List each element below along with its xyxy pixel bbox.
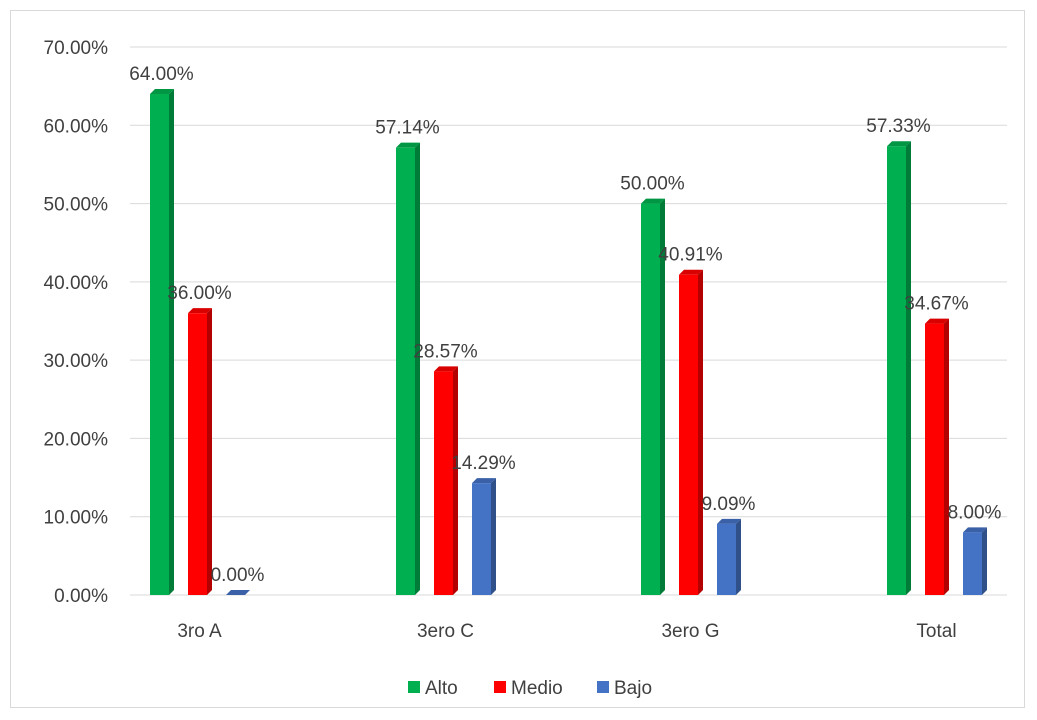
bar-top xyxy=(887,141,911,147)
x-axis-tick-labels: 3ro A 3ero C 3ero G Total xyxy=(177,621,956,642)
bar-front xyxy=(717,523,736,595)
legend-label: Medio xyxy=(511,678,563,699)
bar-front xyxy=(963,532,982,595)
data-label: 14.29% xyxy=(451,453,516,474)
bar-alto xyxy=(641,198,665,596)
x-tick-label: 3ero G xyxy=(661,621,719,642)
bar-top xyxy=(396,142,420,148)
chart-frame xyxy=(10,10,1025,708)
bar-front xyxy=(887,146,906,596)
bar-top xyxy=(472,478,496,484)
bar-side xyxy=(491,478,496,595)
bar-medio xyxy=(925,318,949,595)
bar-front xyxy=(641,203,660,596)
x-tick-label: Total xyxy=(916,621,956,642)
data-label: 28.57% xyxy=(413,341,478,362)
bar-side xyxy=(207,308,212,595)
bar-medio xyxy=(434,366,458,595)
data-label: 64.00% xyxy=(129,64,194,85)
bar-side xyxy=(698,269,703,595)
bar-side xyxy=(660,198,665,596)
y-tick-label: 40.00% xyxy=(44,273,109,294)
bar-front xyxy=(396,147,415,596)
bar-top xyxy=(434,366,458,372)
bars xyxy=(150,88,987,596)
bar-side xyxy=(169,88,174,595)
bar-front xyxy=(925,323,944,595)
bar-alto xyxy=(396,142,420,596)
gridlines xyxy=(130,46,1007,596)
bar-front xyxy=(150,93,169,595)
bar-front xyxy=(188,313,207,595)
bar-bajo xyxy=(717,518,741,595)
data-label: 8.00% xyxy=(948,502,1002,523)
bar-top xyxy=(641,198,665,204)
y-tick-label: 50.00% xyxy=(44,195,109,216)
y-axis-tick-labels: 0.00% 10.00% 20.00% 30.00% 40.00% 50.00% 60.00… xyxy=(44,38,109,607)
legend-item: Alto xyxy=(408,678,458,699)
bar-bajo xyxy=(963,527,987,595)
bar-side xyxy=(906,141,911,596)
bar-front xyxy=(679,274,698,595)
bar-side xyxy=(982,527,987,595)
data-label: 0.00% xyxy=(211,565,265,586)
bar-side xyxy=(415,142,420,596)
y-tick-label: 20.00% xyxy=(44,429,109,450)
legend-swatch xyxy=(408,681,420,693)
bar-front xyxy=(472,483,491,595)
bar-bajo xyxy=(472,478,496,595)
bar-top xyxy=(679,269,703,275)
y-tick-label: 30.00% xyxy=(44,351,109,372)
data-label: 50.00% xyxy=(620,174,685,195)
y-tick-label: 0.00% xyxy=(54,586,108,607)
bar-side xyxy=(453,366,458,595)
bar-front xyxy=(434,371,453,595)
data-label: 57.33% xyxy=(866,116,931,137)
bar-top xyxy=(226,590,250,595)
data-labels: 64.00% 57.14% 50.00% 57.33% 36.00% 28.57% 40.9… xyxy=(129,64,1001,586)
data-label: 36.00% xyxy=(167,283,232,304)
bar-medio xyxy=(188,308,212,595)
legend-item: Medio xyxy=(494,678,563,699)
data-label: 9.09% xyxy=(702,494,756,515)
bar-top xyxy=(963,527,987,533)
x-tick-label: 3ro A xyxy=(177,621,222,642)
y-tick-label: 10.00% xyxy=(44,508,109,529)
legend-swatch xyxy=(597,681,609,693)
bar-top xyxy=(717,518,741,524)
bar-medio xyxy=(679,269,703,595)
x-tick-label: 3ero C xyxy=(417,621,474,642)
bar-top xyxy=(925,318,949,324)
legend-item: Bajo xyxy=(597,678,652,699)
data-label: 40.91% xyxy=(658,245,723,266)
bar-bajo xyxy=(226,590,250,595)
data-label: 34.67% xyxy=(904,294,969,315)
bar-alto xyxy=(150,88,174,595)
y-tick-label: 60.00% xyxy=(44,116,109,137)
legend-label: Alto xyxy=(425,678,458,699)
bar-side xyxy=(736,518,741,595)
bar-top xyxy=(188,308,212,314)
bar-top xyxy=(150,88,174,94)
bar-alto xyxy=(887,141,911,596)
legend-label: Bajo xyxy=(614,678,652,699)
bar-side xyxy=(944,318,949,595)
data-label: 57.14% xyxy=(375,118,440,139)
legend: Alto Medio Bajo xyxy=(408,678,652,699)
legend-swatch xyxy=(494,681,506,693)
y-tick-label: 70.00% xyxy=(44,38,109,59)
